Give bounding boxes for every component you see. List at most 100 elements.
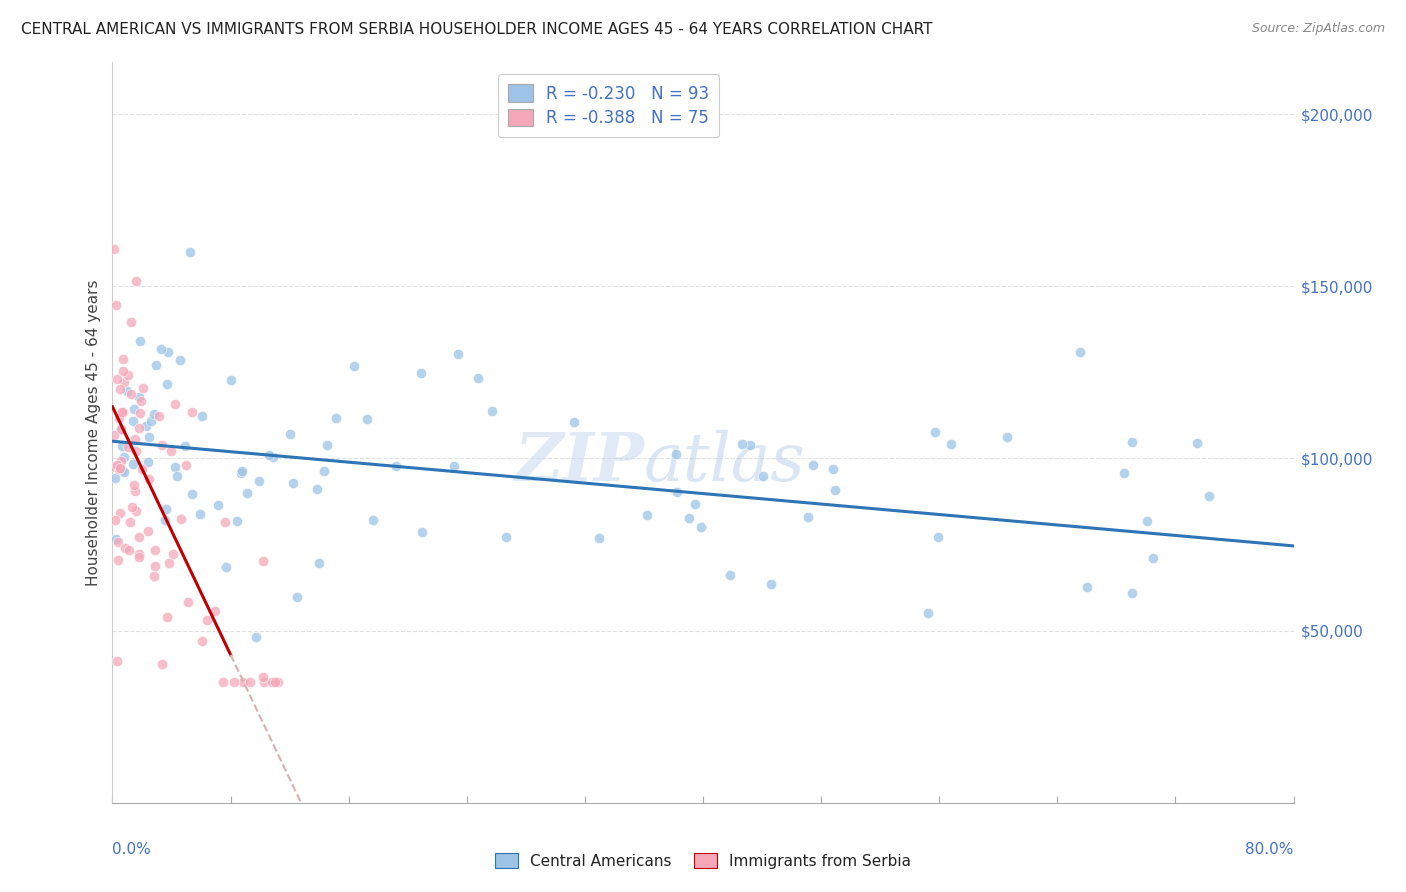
Point [718,568,741,582]
Point [169,352,191,367]
Point [104,298,127,312]
Point [356,412,378,426]
Point [111,405,134,419]
Point [797,510,820,524]
Point [120,315,142,329]
Point [155,502,177,516]
Point [824,483,846,497]
Point [143,542,166,557]
Point [174,458,197,472]
Point [588,531,610,545]
Point [678,510,700,524]
Point [179,244,201,259]
Point [267,675,290,690]
Point [411,524,433,539]
Point [316,438,339,452]
Point [135,419,157,434]
Point [112,375,135,389]
Point [169,512,191,526]
Point [995,430,1018,444]
Text: ZIP: ZIP [515,430,644,495]
Point [191,409,214,424]
Point [247,475,270,489]
Point [108,461,131,475]
Point [385,458,408,473]
Point [257,448,280,462]
Point [163,397,186,411]
Point [731,437,754,451]
Point [129,393,152,408]
Point [110,422,132,436]
Point [941,436,963,450]
Point [122,477,145,491]
Point [252,670,274,684]
Point [229,466,252,480]
Point [110,423,132,437]
Point [683,497,706,511]
Point [924,425,946,439]
Point [150,657,173,671]
Point [122,401,145,416]
Point [738,438,761,452]
Point [108,506,131,520]
Point [128,530,150,544]
Point [115,384,138,399]
Point [121,414,143,428]
Point [156,610,179,624]
Point [215,559,238,574]
Point [665,447,688,461]
Point [149,342,172,356]
Point [231,464,253,478]
Point [180,486,202,500]
Point [125,273,148,287]
Point [138,430,160,444]
Point [104,459,127,474]
Point [104,471,127,485]
Point [163,459,186,474]
Point [177,594,200,608]
Point [128,549,150,564]
Point [103,428,125,442]
Point [262,450,284,464]
Point [124,432,146,446]
Point [112,450,135,464]
Point [1198,489,1220,503]
Point [325,411,347,425]
Point [285,590,308,604]
Point [108,383,131,397]
Legend: R = -0.230   N = 93, R = -0.388   N = 75: R = -0.230 N = 93, R = -0.388 N = 75 [498,74,720,137]
Point [927,530,949,544]
Point [103,242,125,256]
Text: CENTRAL AMERICAN VS IMMIGRANTS FROM SERBIA HOUSEHOLDER INCOME AGES 45 - 64 YEARS: CENTRAL AMERICAN VS IMMIGRANTS FROM SERB… [21,22,932,37]
Point [117,368,139,382]
Point [128,390,150,404]
Point [155,513,177,527]
Point [801,458,824,472]
Point [143,569,166,583]
Point [343,359,366,373]
Text: 0.0%: 0.0% [112,842,152,856]
Point [129,406,152,420]
Point [481,404,503,418]
Point [143,407,166,421]
Point [156,376,179,391]
Text: 80.0%: 80.0% [1246,842,1294,856]
Point [232,675,254,690]
Point [409,366,432,380]
Text: atlas: atlas [644,430,806,495]
Point [104,513,127,527]
Point [112,364,135,378]
Point [260,675,283,690]
Point [166,469,188,483]
Point [128,421,150,435]
Point [666,484,689,499]
Point [110,454,132,468]
Point [107,553,129,567]
Point [314,465,336,479]
Point [150,438,173,452]
Point [125,504,148,518]
Point [122,458,145,472]
Point [108,410,131,425]
Point [121,500,143,514]
Point [222,675,245,690]
